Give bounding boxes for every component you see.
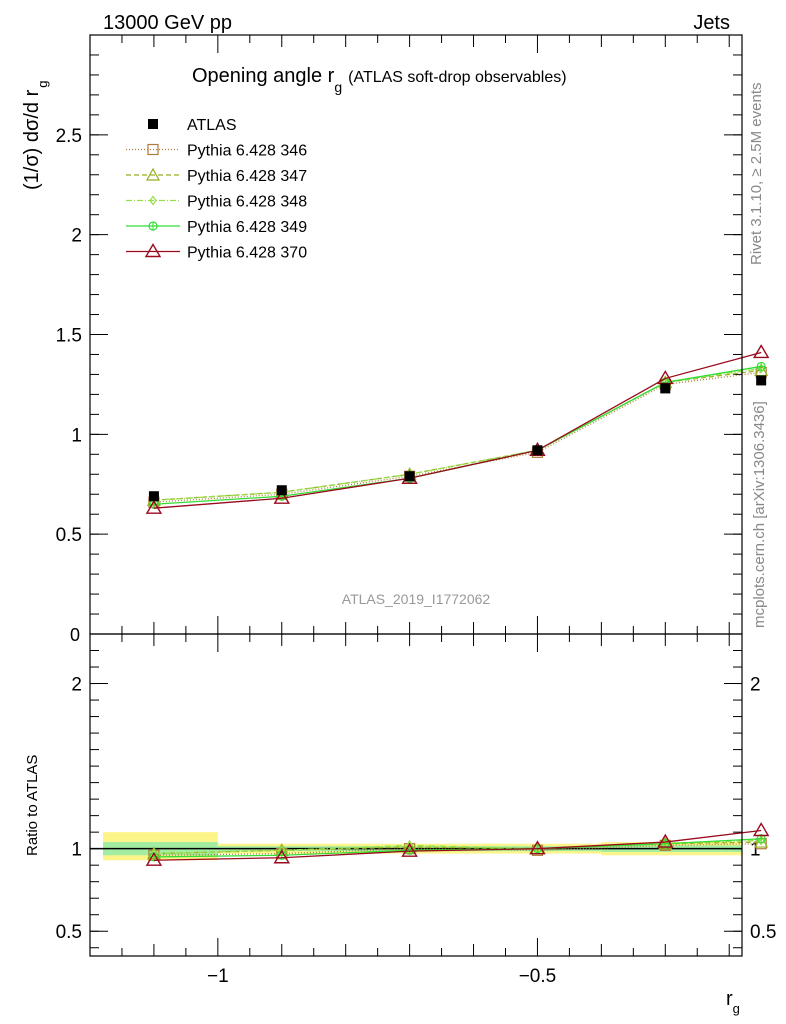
atlas-data-point bbox=[660, 383, 671, 394]
legend-label: Pythia 6.428 346 bbox=[187, 143, 307, 160]
main-axes: 0.5 1 1.5 2 2.5 bbox=[56, 35, 742, 634]
main-y-tick-label: 1.5 bbox=[56, 326, 82, 347]
legend-marker bbox=[144, 243, 162, 258]
x-axis-label-sub: g bbox=[733, 1001, 740, 1016]
ratio-axes: −1 −0.5 0.5 0.5 1 1 2 2 bbox=[56, 634, 776, 987]
atlas-data-point bbox=[756, 375, 767, 386]
legend-label: Pythia 6.428 348 bbox=[187, 194, 307, 211]
main-y-axis-label: (1/σ) dσ/d rg bbox=[21, 81, 50, 191]
legend: ATLAS Pythia 6.428 346 Pythia 6.428 347 Pyt… bbox=[126, 117, 307, 262]
ratio-panel-frame bbox=[89, 633, 743, 957]
main-y-tick-label: 2 bbox=[71, 226, 82, 247]
ratio-y-tick-label-right: 2 bbox=[750, 675, 761, 696]
legend-marker bbox=[148, 221, 158, 231]
ratio-series-layer bbox=[145, 822, 770, 866]
main-series-line bbox=[153, 351, 762, 509]
x-axis-label-main: r bbox=[726, 988, 733, 1010]
ratio-series-line bbox=[153, 829, 762, 861]
ratio-series-point bbox=[273, 849, 290, 864]
ratio-y-tick-label: 2 bbox=[71, 675, 82, 696]
legend-label: ATLAS bbox=[187, 117, 237, 134]
ratio-series-point bbox=[657, 833, 674, 848]
energy-label: 13000 GeV pp bbox=[103, 12, 232, 34]
ratio-y-axis-label: Ratio to ATLAS bbox=[24, 755, 41, 856]
ratio-y-tick-label-right: 1 bbox=[750, 840, 761, 861]
ratio-series-point bbox=[752, 822, 770, 837]
ratio-y-tick-label: 1 bbox=[71, 840, 82, 861]
ratio-series-line bbox=[153, 839, 762, 855]
atlas-data-point bbox=[148, 491, 159, 502]
legend-marker bbox=[149, 195, 157, 206]
analysis-watermark: ATLAS_2019_I1772062 bbox=[342, 591, 491, 607]
legend-marker-atlas bbox=[148, 119, 158, 129]
legend-label: Pythia 6.428 349 bbox=[187, 219, 307, 236]
ratio-y-tick-label: 0.5 bbox=[56, 922, 82, 943]
main-y-axis-label-sub: g bbox=[35, 81, 50, 88]
legend-marker bbox=[145, 167, 161, 181]
ratio-series-point bbox=[145, 851, 163, 866]
atlas-data-point bbox=[404, 471, 415, 482]
ratio-series-point bbox=[401, 842, 418, 857]
chart-title-main: Opening angle r bbox=[192, 65, 335, 87]
legend-marker bbox=[147, 143, 159, 156]
atlas-data-point bbox=[532, 445, 543, 456]
x-tick-label: −0.5 bbox=[519, 966, 557, 987]
main-series-point bbox=[752, 344, 770, 359]
ratio-series-line bbox=[153, 841, 762, 855]
main-y-tick-label: 0.5 bbox=[56, 525, 82, 546]
main-y-tick-label: 1 bbox=[71, 425, 82, 446]
atlas-data-layer bbox=[148, 375, 767, 502]
category-label: Jets bbox=[693, 12, 730, 34]
source-label: mcplots.cern.ch [arXiv:1306.3436] bbox=[751, 401, 768, 628]
rivet-label: Rivet 3.1.10, ≥ 2.5M events bbox=[748, 83, 765, 266]
main-series-line bbox=[153, 367, 762, 501]
legend-label: Pythia 6.428 370 bbox=[187, 245, 307, 262]
chart-title: Opening angle rg (ATLAS soft-drop observa… bbox=[192, 65, 567, 95]
main-series-layer bbox=[145, 344, 770, 514]
main-series-point bbox=[756, 361, 766, 372]
main-y-tick-label: 2.5 bbox=[56, 126, 82, 147]
legend-label: Pythia 6.428 347 bbox=[187, 168, 307, 185]
main-y-axis-label-main: (1/σ) dσ/d r bbox=[21, 89, 43, 190]
main-series-point bbox=[273, 489, 290, 504]
x-tick-label: −1 bbox=[207, 966, 229, 987]
chart-title-suffix: (ATLAS soft-drop observables) bbox=[348, 69, 566, 86]
ratio-y-tick-label-right: 0.5 bbox=[750, 922, 776, 943]
main-series-point bbox=[145, 499, 163, 514]
ratio-series-point bbox=[529, 840, 546, 855]
x-axis-label: rg bbox=[726, 988, 740, 1016]
plot-frames bbox=[89, 34, 743, 957]
atlas-data-point bbox=[276, 485, 287, 496]
chart-title-sub: g bbox=[334, 79, 342, 95]
main-y-tick-zero: 0 bbox=[70, 625, 80, 645]
